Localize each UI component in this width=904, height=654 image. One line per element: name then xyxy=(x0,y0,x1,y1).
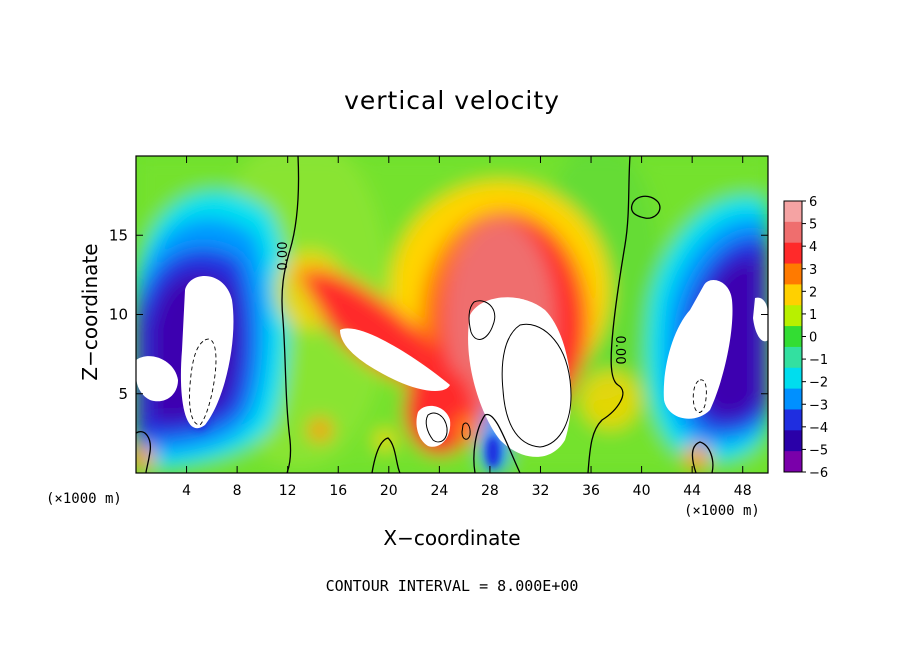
contour-interval-note: CONTOUR INTERVAL = 8.000E+00 xyxy=(325,577,579,595)
y-tick-label: 5 xyxy=(118,385,128,403)
x-unit-left: (×1000 m) xyxy=(46,491,122,507)
y-axis-title: Z−coordinate xyxy=(78,243,102,381)
colorbar-tick-label: 3 xyxy=(809,263,817,278)
colorbar-swatch xyxy=(784,430,802,452)
colorbar-swatch xyxy=(784,201,802,223)
colorbar-swatch xyxy=(784,305,802,327)
chart-title: vertical velocity xyxy=(344,86,560,115)
x-tick-label: 12 xyxy=(279,483,297,499)
colorbar-tick-label: 2 xyxy=(809,285,817,300)
y-axis: 5 10 15 xyxy=(109,226,768,403)
x-tick-label: 16 xyxy=(329,483,347,499)
colorbar-swatch xyxy=(784,346,802,369)
colorbar-tick-label: 4 xyxy=(809,240,817,255)
colorbar-swatch xyxy=(784,326,802,348)
colorbar-tick-label: −1 xyxy=(809,353,828,368)
colorbar-swatch xyxy=(784,409,802,431)
x-tick-label: 36 xyxy=(582,483,600,499)
contour-label-right: 0.00 xyxy=(612,336,627,365)
contour-label-left: 0.00 xyxy=(276,242,291,271)
y-tick-label: 10 xyxy=(109,306,128,324)
x-tick-label: 44 xyxy=(683,483,701,499)
x-axis: 4 8 12 16 20 24 28 32 36 40 44 48 xyxy=(182,156,752,499)
colorbar-tick-label: 6 xyxy=(809,195,817,210)
colorbar-swatch xyxy=(784,242,802,265)
x-tick-label: 20 xyxy=(380,483,398,499)
colorbar-tick-label: −4 xyxy=(809,421,828,436)
colorbar-tick-label: −3 xyxy=(809,398,828,413)
colorbar-swatch xyxy=(784,451,802,473)
colorbar-swatch xyxy=(784,263,802,285)
x-tick-label: 40 xyxy=(633,483,651,499)
x-tick-label: 8 xyxy=(233,483,242,499)
colorbar-tick-label: −6 xyxy=(809,466,828,481)
colorbar-tick-label: −5 xyxy=(809,443,828,458)
x-tick-label: 28 xyxy=(481,483,499,499)
colorbar-swatch xyxy=(784,388,802,410)
x-tick-label: 4 xyxy=(182,483,191,499)
colorbar: 6 5 4 3 2 1 0 −1 −2 −3 −4 −5 −6 xyxy=(783,195,828,481)
x-tick-label: 32 xyxy=(532,483,550,499)
x-unit-right: (×1000 m) xyxy=(684,503,760,519)
colorbar-tick-label: 0 xyxy=(809,331,817,346)
x-tick-label: 24 xyxy=(430,483,448,499)
y-tick-label: 15 xyxy=(109,226,128,244)
colorbar-tick-label: 1 xyxy=(809,308,817,323)
velocity-field: 0.00 0.00 xyxy=(136,156,768,473)
x-axis-title: X−coordinate xyxy=(383,526,521,550)
colorbar-tick-label: −2 xyxy=(809,376,828,391)
colorbar-tick-label: 5 xyxy=(809,218,817,233)
colorbar-swatch xyxy=(784,284,802,306)
x-tick-label: 48 xyxy=(734,483,752,499)
colorbar-swatch xyxy=(784,221,802,244)
colorbar-swatch xyxy=(784,367,802,390)
